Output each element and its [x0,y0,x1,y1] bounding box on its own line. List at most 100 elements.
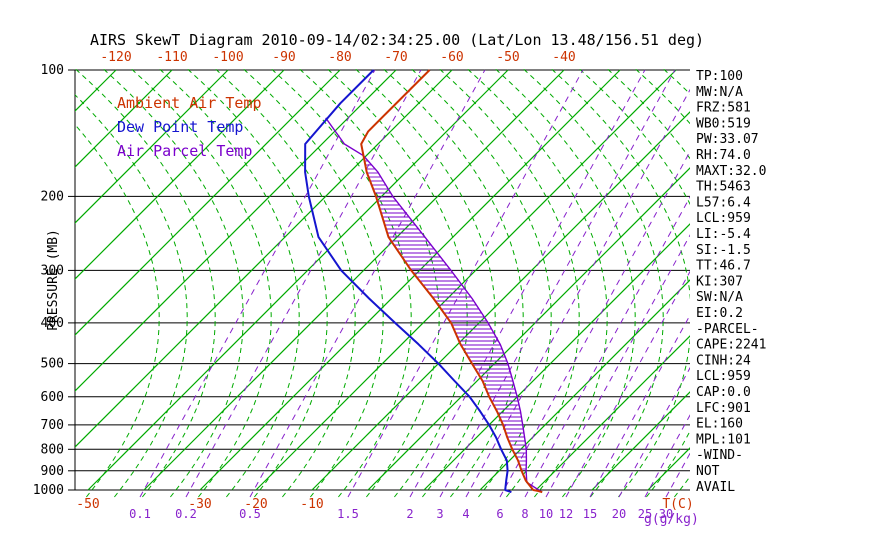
pressure-tick-label: 1000 [33,483,64,498]
moist-adiabat-line [242,69,384,498]
mixing-ratio-label: 0.2 [175,507,197,521]
mixing-ratio-line [618,366,690,498]
moist-adiabat-line [326,69,468,498]
legend-dew-point: Dew Point Temp [117,118,243,136]
isotherm-line [479,279,690,491]
stats-line: EL:160 [696,417,743,432]
isotherm-line [143,69,565,491]
pressure-tick-label: 700 [41,418,64,433]
stats-line: CINH:24 [696,353,751,368]
top-temp-label: -120 [100,50,131,65]
mixing-ratio-line [249,69,486,498]
top-temp-label: -110 [156,50,187,65]
moist-adiabat-line [270,69,412,498]
top-temp-label: -70 [384,50,407,65]
moist-adiabat-line [466,69,608,498]
moist-adiabat-lines [75,69,690,498]
stats-line: NOT [696,464,720,479]
pressure-axis-label: PRESSURE (MB) [46,229,61,331]
axis-annotations: 0.1 0.2 0.5 1.5 2 3 4 6 8 10 12 15 20 25 30 -120 -110 -10… [76,50,673,521]
top-temp-label: -80 [328,50,351,65]
moist-adiabat-line [438,69,580,498]
stats-line: PW:33.07 [696,132,759,147]
stats-line: RH:74.0 [696,148,751,163]
top-temp-label: -40 [552,50,575,65]
mixing-ratio-label: 10 [539,507,553,521]
mixing-ratio-label: 20 [612,507,626,521]
mixing-ratio-label: 3 [436,507,443,521]
mixing-ratio-label: 12 [559,507,573,521]
mixing-ratio-label: 25 [638,507,652,521]
moist-adiabat-line [214,69,356,498]
stats-line: -PARCEL- [696,322,759,337]
isotherm-line [75,69,229,224]
stats-line: AVAIL [696,480,735,495]
moist-adiabat-line [550,69,690,498]
moist-adiabat-line [186,69,328,498]
isotherm-line [75,69,341,336]
bottom-temp-label: -20 [244,497,267,512]
cape-hatch-region [363,156,527,470]
mixing-ratio-line [545,234,690,498]
parcel-temp-curve [325,117,543,493]
isotherm-line [75,69,285,280]
mixing-ratio-line [524,196,690,498]
mixing-ratio-label: 2 [406,507,413,521]
mixing-ratio-label: 0.5 [239,507,261,521]
mixing-ratio-label: 4 [462,507,469,521]
pressure-tick-label: 800 [41,442,64,457]
pressure-tick-label: 600 [41,390,64,405]
moist-adiabat-line [354,69,496,498]
stats-line: TT:46.7 [696,259,751,274]
isotherm-line [87,69,509,491]
mixing-ratio-label: 6 [496,507,503,521]
stats-line: KI:307 [696,274,743,289]
stats-line: CAPE:2241 [696,338,766,353]
stats-line: SW:N/A [696,290,743,305]
isotherm-line [75,69,173,168]
mixing-ratio-line [347,69,584,498]
isotherm-lines [75,69,690,491]
mixing-ratio-label: 8 [521,507,528,521]
chart-title: AIRS SkewT Diagram 2010-09-14/02:34:25.0… [90,31,704,49]
moist-adiabat-line [130,69,272,498]
bottom-temp-label: -50 [76,497,99,512]
bottom-temp-label: -10 [300,497,323,512]
isotherm-line [75,69,397,392]
mixing-ratio-line [644,414,690,498]
moist-adiabat-line [494,69,636,498]
pressure-tick-label: 400 [41,316,64,331]
stats-line: -WIND- [696,448,743,463]
isotherm-line [535,335,690,491]
moist-adiabat-line [75,94,188,498]
stats-line: LFC:901 [696,401,751,416]
moist-adiabat-line [382,69,524,498]
stats-line: EI:0.2 [696,306,743,321]
mixing-ratio-line [185,69,422,498]
isotherm-line [367,167,690,491]
stats-line: WB0:519 [696,116,751,131]
mixing-ratio-label: 0.1 [129,507,151,521]
top-temp-label: -50 [496,50,519,65]
pressure-tick-label: 500 [41,357,64,372]
dew-point-curve [304,69,512,494]
temp-unit-label: T(C) [662,497,693,512]
ambient-temp-curve [360,69,543,494]
pressure-tick-label: 200 [41,189,64,204]
stats-line: LI:-5.4 [696,227,751,242]
stats-line: L57:6.4 [696,195,751,210]
stats-panel: TP:100MW:N/AFRZ:581WB0:519PW:33.07RH:74.… [696,69,766,495]
stats-line: MW:N/A [696,85,743,100]
stats-line: TP:100 [696,69,743,84]
mixing-ratio-line [139,69,376,498]
isotherm-line [423,223,690,491]
pressure-tick-label: 900 [41,464,64,479]
mixing-unit-label: g(g/kg) [644,512,699,527]
moist-adiabat-line [410,69,552,498]
stats-line: MPL:101 [696,432,751,447]
pressure-tick-label: 100 [41,63,64,78]
top-temp-label: -100 [212,50,243,65]
isotherm-line [591,391,690,491]
